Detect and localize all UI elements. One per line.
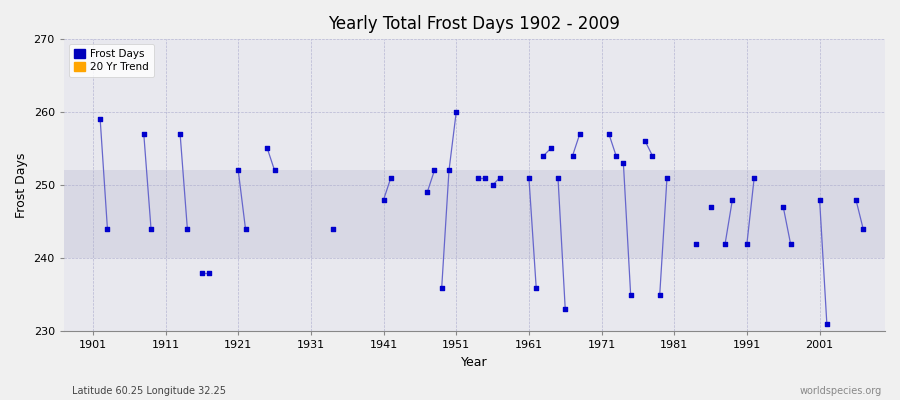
Legend: Frost Days, 20 Yr Trend: Frost Days, 20 Yr Trend xyxy=(69,44,154,78)
Point xyxy=(435,284,449,291)
Point xyxy=(260,145,274,152)
Point xyxy=(522,174,536,181)
Point xyxy=(428,167,442,174)
Point xyxy=(565,152,580,159)
Point xyxy=(536,152,551,159)
Point xyxy=(645,152,660,159)
Point xyxy=(267,167,282,174)
Point xyxy=(194,270,209,276)
Point xyxy=(747,174,761,181)
Bar xyxy=(64,170,885,258)
Point xyxy=(820,321,834,327)
Point xyxy=(813,196,827,203)
Point xyxy=(740,240,754,247)
Point xyxy=(558,306,572,313)
Point xyxy=(326,226,340,232)
Point xyxy=(238,226,253,232)
Point xyxy=(420,189,435,196)
Point xyxy=(609,152,624,159)
Point xyxy=(383,174,398,181)
Point xyxy=(783,240,797,247)
Point xyxy=(231,167,246,174)
Point xyxy=(100,226,114,232)
Point xyxy=(137,131,151,137)
Point xyxy=(471,174,485,181)
Point xyxy=(449,109,464,115)
Point xyxy=(551,174,565,181)
Point xyxy=(202,270,216,276)
Point xyxy=(725,196,740,203)
Point xyxy=(485,182,500,188)
Point xyxy=(624,292,638,298)
Point xyxy=(718,240,733,247)
Title: Yearly Total Frost Days 1902 - 2009: Yearly Total Frost Days 1902 - 2009 xyxy=(328,15,620,33)
Point xyxy=(638,138,652,144)
Point xyxy=(704,204,718,210)
Point xyxy=(529,284,544,291)
Point xyxy=(652,292,667,298)
Point xyxy=(173,131,187,137)
Point xyxy=(688,240,703,247)
Text: Latitude 60.25 Longitude 32.25: Latitude 60.25 Longitude 32.25 xyxy=(72,386,226,396)
Y-axis label: Frost Days: Frost Days xyxy=(15,152,28,218)
Point xyxy=(376,196,391,203)
Point xyxy=(478,174,492,181)
Point xyxy=(144,226,158,232)
Point xyxy=(572,131,587,137)
Point xyxy=(602,131,616,137)
Point xyxy=(93,116,107,122)
Point xyxy=(492,174,507,181)
Point xyxy=(442,167,456,174)
Point xyxy=(849,196,863,203)
Point xyxy=(856,226,870,232)
Point xyxy=(544,145,558,152)
Text: worldspecies.org: worldspecies.org xyxy=(800,386,882,396)
Point xyxy=(616,160,631,166)
Point xyxy=(660,174,674,181)
Point xyxy=(180,226,194,232)
Point xyxy=(776,204,790,210)
X-axis label: Year: Year xyxy=(461,356,488,369)
